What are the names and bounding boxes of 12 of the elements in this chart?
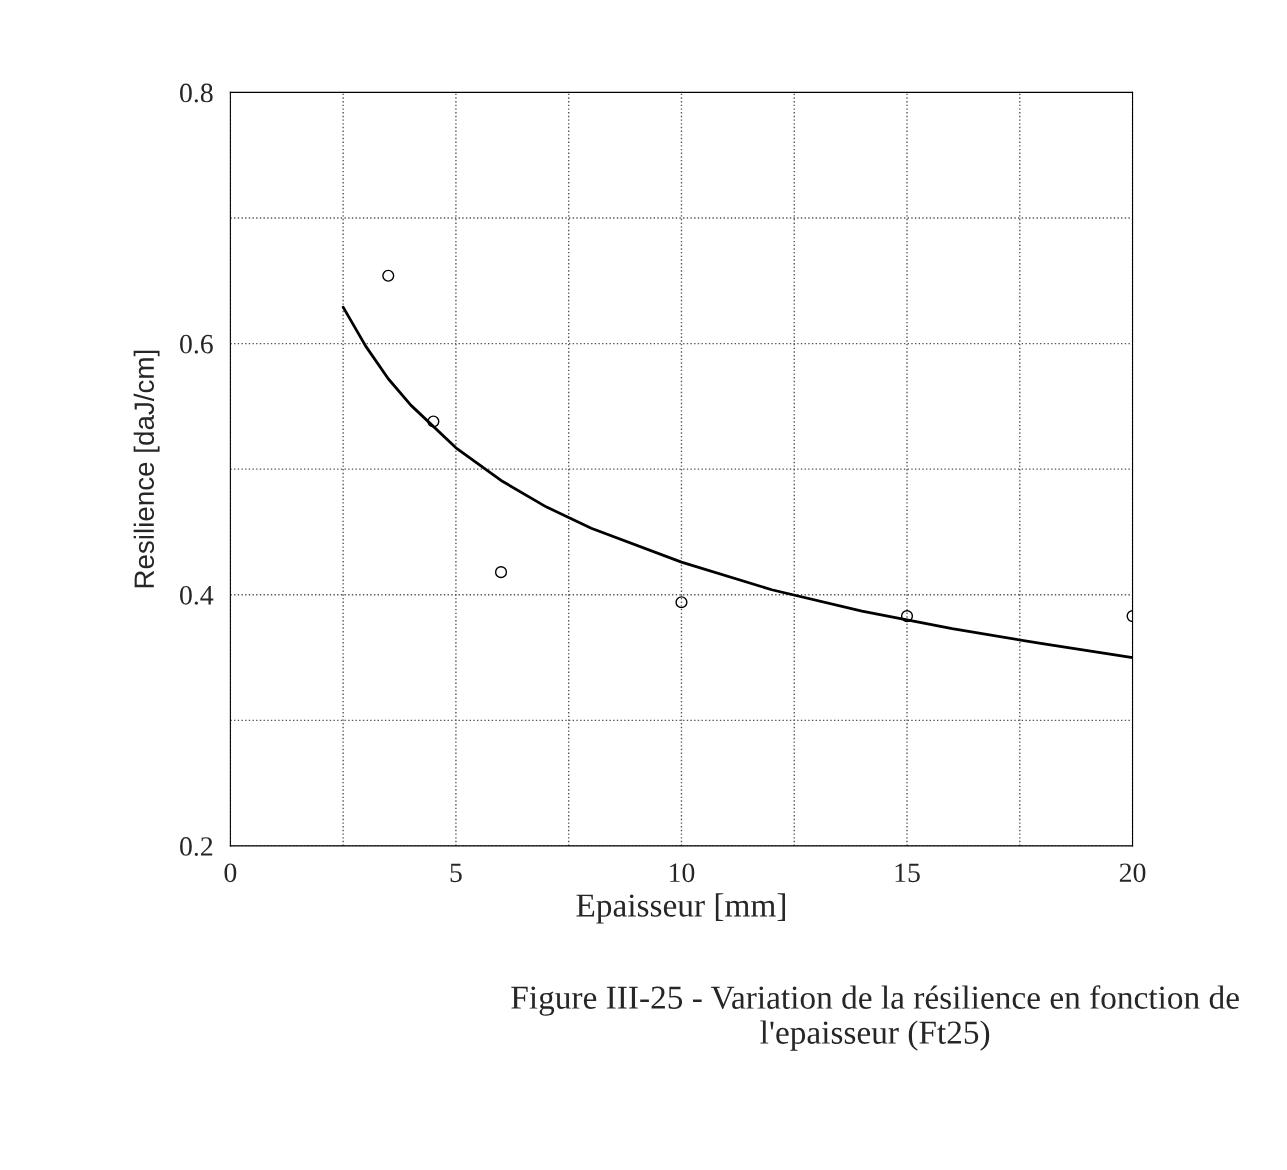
- x-tick-label: 20: [1119, 863, 1146, 883]
- y-tick-label: 0.8: [180, 83, 213, 103]
- x-axis-title: Epaisseur [mm]: [576, 893, 785, 924]
- y-axis-title: Resilience [daJ/cm]: [133, 350, 160, 588]
- text: Figure III-25 - Variation de la résilience en fonction de l'epaisseur (Ft25): [511, 985, 1239, 1051]
- y-tick-label: 0.2: [180, 837, 213, 856]
- x-tick-label: 5: [450, 863, 462, 883]
- x-tick-label: 0: [224, 863, 237, 883]
- y-tick-label: 0.6: [180, 334, 213, 354]
- y-tick-label: 0.4: [180, 585, 214, 605]
- x-tick-label: 15: [895, 863, 920, 883]
- x-tick-label: 10: [670, 863, 695, 883]
